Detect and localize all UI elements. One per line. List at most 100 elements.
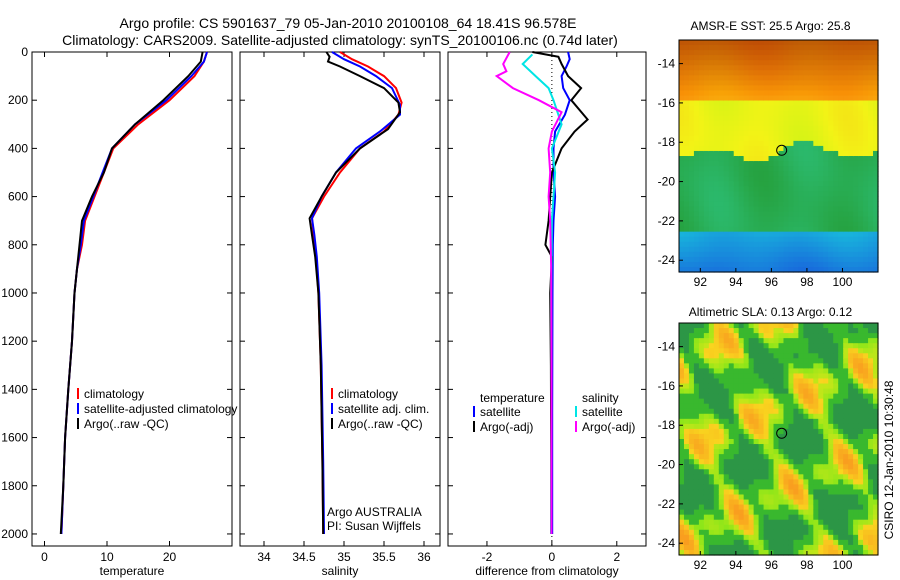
sst-map-cell [783, 135, 790, 142]
sla-map-cell [788, 524, 795, 531]
sst-map-cell [703, 125, 710, 132]
sla-map-cell [713, 454, 720, 460]
sla-map-cell [848, 433, 854, 440]
sla-map-cell [793, 539, 799, 546]
sla-map-cell [803, 403, 809, 410]
sla-map-cell [793, 403, 799, 410]
sst-map-cell [823, 251, 829, 258]
sla-map-cell [818, 408, 824, 415]
sst-map-cell [753, 95, 760, 102]
sla-map-cell [838, 353, 844, 359]
salinity-legend-label: climatology [338, 387, 398, 401]
sla-map-cell [718, 423, 725, 430]
sla-map-cell [873, 464, 879, 470]
sla-map-cell [833, 479, 839, 485]
sla-map-cell [768, 489, 775, 496]
sla-map-cell [853, 348, 859, 354]
sla-map-cell [679, 504, 685, 511]
sst-map-cell [738, 206, 745, 213]
sst-map-cell [698, 236, 705, 243]
sst-map-cell [708, 191, 715, 197]
sla-map-cell [748, 328, 755, 334]
sla-map-cell [838, 519, 844, 526]
sla-map-cell [873, 383, 879, 390]
sla-map-cell [803, 504, 809, 511]
sla-map-cell [713, 383, 720, 390]
sla-map-cell [813, 433, 819, 440]
sla-map-cell [803, 539, 809, 546]
header-line-2: Climatology: CARS2009. Satellite-adjuste… [62, 32, 618, 48]
sla-map-cell [718, 328, 725, 334]
sst-map-cell [788, 156, 795, 162]
sst-map-cell [723, 145, 730, 152]
sst-map-cell [783, 261, 790, 268]
sst-map-cell [718, 50, 725, 56]
sla-map-cell [748, 484, 755, 491]
sla-map-cell [703, 418, 710, 425]
sla-map-cell [718, 439, 725, 445]
sst-map-cell [753, 216, 760, 223]
sla-map-cell [743, 544, 750, 551]
sla-map-cell [773, 439, 780, 445]
sst-map-cell [783, 95, 790, 102]
sst-map-cell [833, 80, 839, 86]
sst-map-cell [768, 70, 775, 76]
sst-map-cell [693, 201, 700, 208]
sst-map-cell [733, 166, 740, 172]
sst-map-cell [848, 85, 854, 92]
sla-map-cell [703, 479, 710, 485]
sst-map-cell [798, 105, 804, 112]
sla-map-cell [863, 353, 869, 359]
sla-map-cell [728, 544, 735, 551]
sla-map-cell [858, 454, 864, 460]
sst-map-cell [838, 166, 844, 172]
sst-map-cell [858, 171, 864, 177]
sla-map-cell [753, 514, 760, 521]
sla-map-cell [768, 368, 775, 375]
sst-map-cell [873, 70, 879, 76]
sla-map-cell [828, 444, 834, 450]
sla-map-cell [679, 449, 685, 455]
sst-map-cell [698, 85, 705, 92]
sla-map-cell [688, 539, 695, 546]
sst-map-cell [778, 166, 785, 172]
sst-map-cell [698, 95, 705, 102]
sla-map-cell [848, 469, 854, 475]
sst-map-cell [823, 100, 829, 107]
sla-map-cell [718, 408, 725, 415]
sla-map-cell [808, 378, 814, 385]
sst-map-cell [833, 120, 839, 127]
sst-map-cell [763, 241, 770, 248]
sst-map-cell [808, 100, 814, 107]
sst-map-cell [813, 95, 819, 102]
sst-map-cell [783, 130, 790, 137]
sst-map-cell [733, 266, 740, 273]
sla-map-cell [853, 479, 859, 485]
sst-map-cell [783, 231, 790, 238]
sla-map-cell [743, 439, 750, 445]
sst-map-cell [818, 55, 824, 61]
sla-map-cell [703, 469, 710, 475]
sst-map-cell [763, 221, 770, 228]
sla-map-cell [763, 544, 770, 551]
sst-map-cell [833, 236, 839, 243]
sla-map-cell [808, 433, 814, 440]
sla-map-cell [813, 524, 819, 531]
sst-map-cell [768, 221, 775, 228]
sla-map-cell [748, 449, 755, 455]
sst-map-cell [693, 196, 700, 202]
sst-map-cell [703, 206, 710, 213]
sla-map-cell [823, 469, 829, 475]
sst-map-cell [868, 95, 874, 102]
sla-map-cell [733, 338, 740, 344]
sst-map-cell [833, 156, 839, 162]
sla-map-cell [708, 474, 715, 480]
sla-map-cell [838, 383, 844, 390]
sst-map-cell [858, 221, 864, 228]
sst-map-cell [763, 181, 770, 187]
sla-map-cell [873, 323, 879, 329]
sla-map-cell [698, 459, 705, 465]
sst-map-cell [748, 95, 755, 102]
sst-map-cell [768, 261, 775, 268]
sst-map-cell [733, 171, 740, 177]
